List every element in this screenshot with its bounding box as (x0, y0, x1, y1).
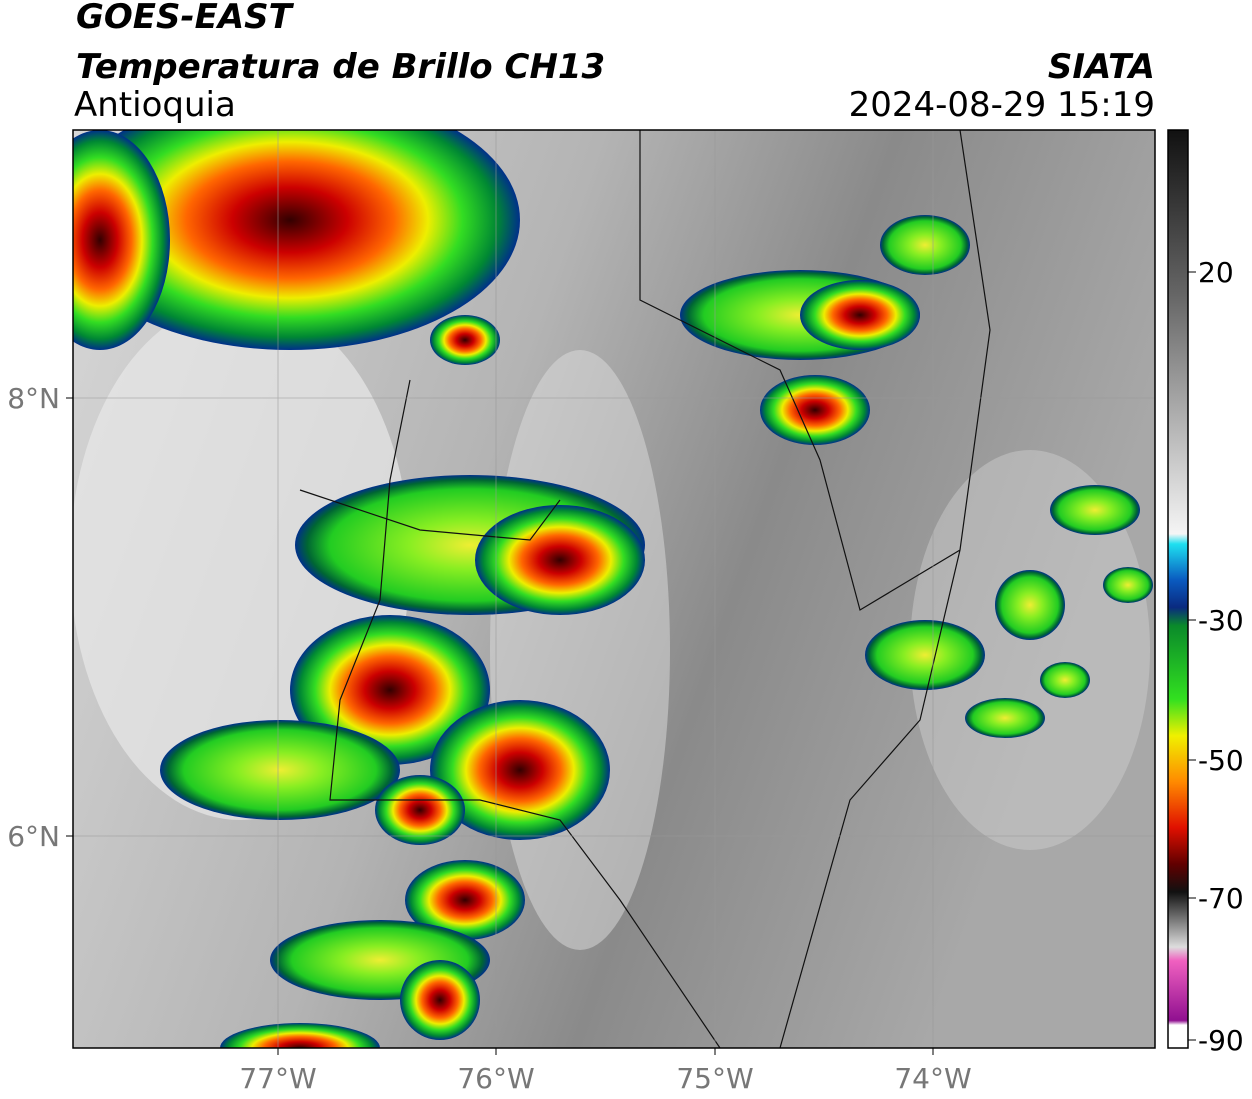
lat-label: 8°N (7, 382, 60, 415)
lon-label: 76°W (457, 1062, 534, 1095)
satellite: GOES-EAST (76, 0, 295, 37)
map-frame (72, 129, 1156, 1049)
colorbar-label: -50 (1198, 744, 1244, 777)
colorbar-label: -90 (1198, 1024, 1244, 1057)
colorbar-label: -30 (1198, 604, 1244, 637)
datetime: 2024-08-29 15:19 (849, 85, 1155, 125)
source: SIATA (1048, 47, 1155, 87)
lon-label: 75°W (676, 1062, 753, 1095)
colorbar-label: -70 (1198, 882, 1244, 915)
region: Antioquia (74, 85, 236, 125)
colorbar-label: 20 (1198, 256, 1234, 289)
lon-label: 77°W (239, 1062, 316, 1095)
lat-label: 6°N (7, 820, 60, 853)
product: Temperatura de Brillo CH13 (76, 47, 605, 87)
satellite-image (73, 130, 1155, 1048)
colorbar (1167, 129, 1189, 1049)
lon-label: 74°W (894, 1062, 971, 1095)
